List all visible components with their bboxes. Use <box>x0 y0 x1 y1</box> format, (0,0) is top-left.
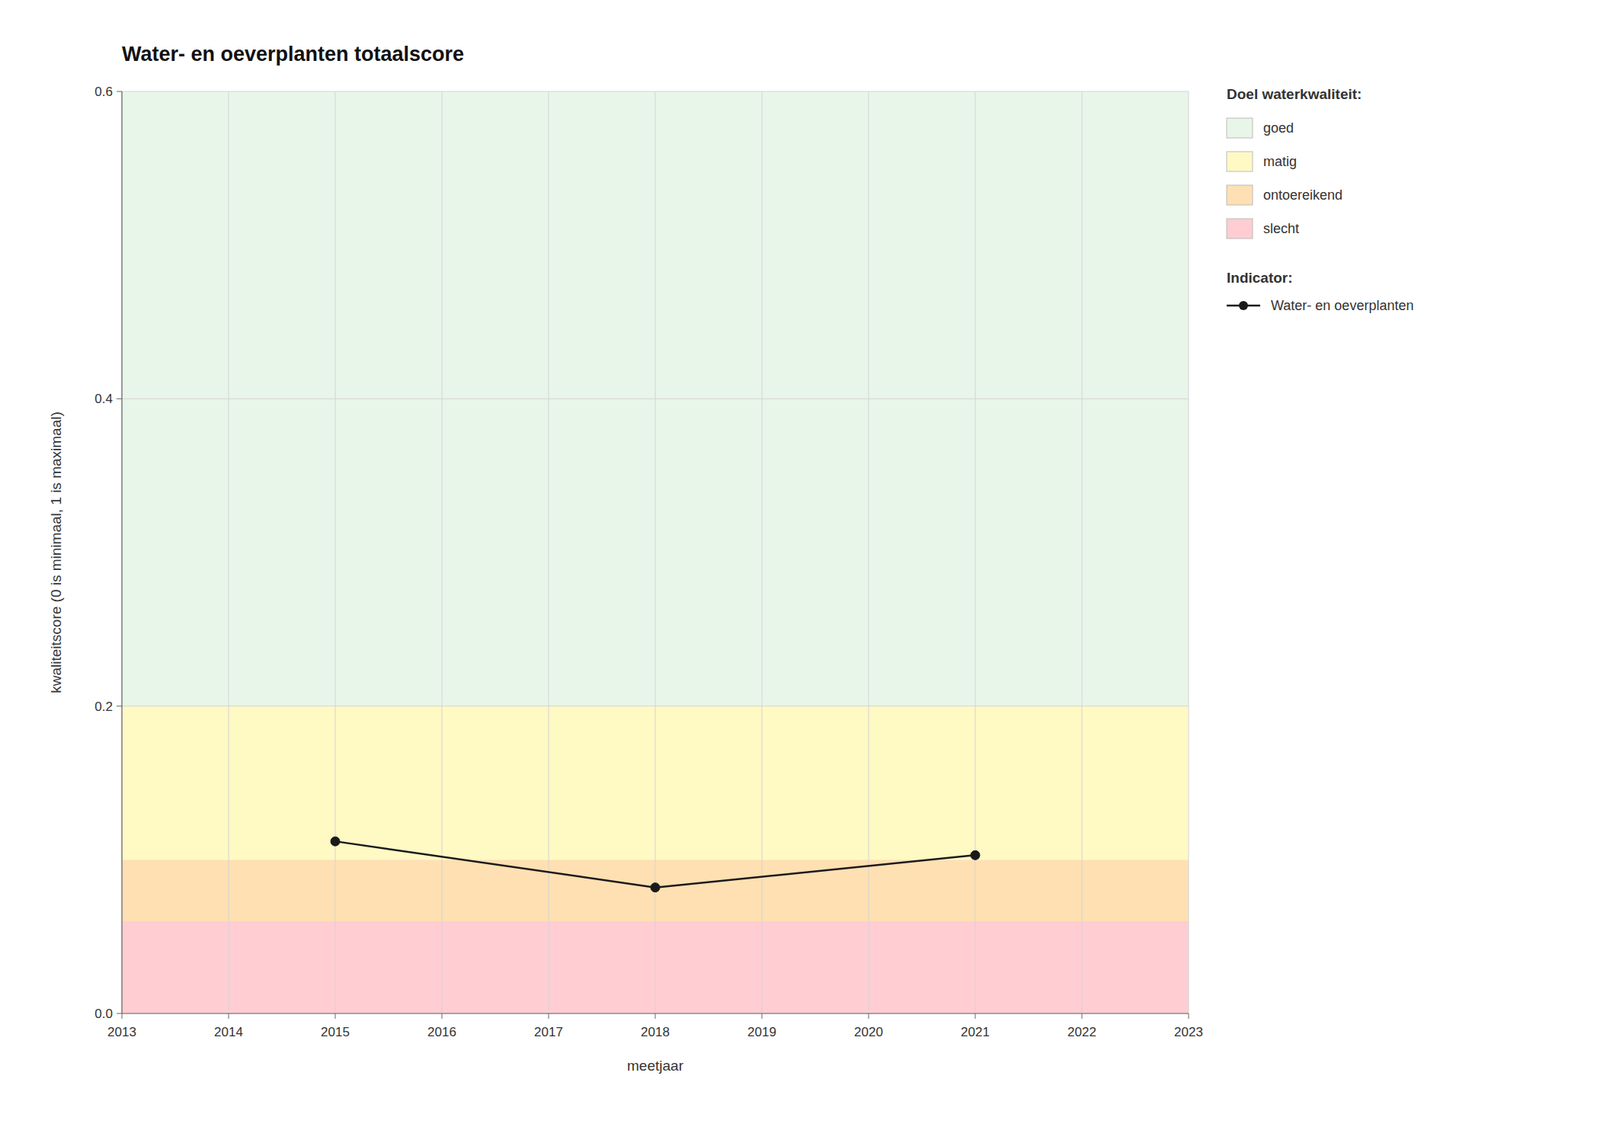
x-tick-label: 2017 <box>534 1024 564 1040</box>
legend-label: Water- en oeverplanten <box>1270 297 1414 314</box>
x-tick-label: 2015 <box>320 1024 350 1040</box>
legend-label: goed <box>1263 120 1294 136</box>
x-tick-label: 2023 <box>1174 1024 1204 1040</box>
x-tick-label: 2016 <box>427 1024 457 1040</box>
y-axis-line <box>121 91 122 1014</box>
legend-marker <box>1238 300 1248 311</box>
series <box>330 836 980 893</box>
grid-line-y <box>121 398 1189 400</box>
x-tick <box>335 1013 336 1019</box>
legend-swatch <box>1226 218 1253 239</box>
x-tick <box>1081 1013 1083 1019</box>
x-tick-label: 2020 <box>854 1024 884 1040</box>
x-tick-label: 2013 <box>107 1024 137 1040</box>
legend-label: matig <box>1263 153 1297 170</box>
legend-label: ontoereikend <box>1263 187 1343 203</box>
x-tick <box>228 1013 230 1019</box>
x-tick <box>655 1013 656 1019</box>
legend-swatch <box>1226 185 1253 205</box>
x-tick <box>868 1013 870 1019</box>
grid <box>121 91 1189 1014</box>
grid-line-x <box>1081 91 1083 1014</box>
grid-line-x <box>761 91 763 1014</box>
x-tick <box>548 1013 550 1019</box>
title: Water- en oeverplanten totaalscore <box>121 42 464 66</box>
grid-line-x <box>441 91 443 1014</box>
grid-line-x <box>1188 91 1190 1014</box>
x-tick-label: 2021 <box>960 1024 990 1040</box>
x-tick <box>121 1013 123 1019</box>
y-tick-label: 0.0 <box>94 1006 113 1021</box>
point <box>970 850 980 860</box>
x-tick-label: 2014 <box>214 1024 244 1040</box>
axes: 2013 2014 2015 2016 2017 2018 2019 2020 2021 2022… <box>94 84 1204 1040</box>
legend-swatch <box>1226 151 1253 172</box>
legend-swatch <box>1226 118 1253 138</box>
grid-line-x <box>868 91 870 1014</box>
y-tick <box>116 1013 122 1015</box>
legend: Doel waterkwaliteit: goed matig ontoereiken… <box>1226 86 1414 314</box>
grid-line-x <box>655 91 656 1014</box>
grid-line-x <box>228 91 230 1014</box>
x-tick <box>975 1013 976 1019</box>
x-tick-label: 2019 <box>747 1024 777 1040</box>
y-tick <box>116 705 122 707</box>
y-axis-label: kwaliteitscore (0 is minimaal, 1 is maxi… <box>48 411 64 694</box>
background <box>0 0 1600 1143</box>
y-tick <box>116 91 122 93</box>
grid-line-x <box>121 91 123 1014</box>
point <box>330 836 340 846</box>
legend-title: Indicator: <box>1226 269 1293 286</box>
x-tick <box>1188 1013 1190 1019</box>
y-tick-label: 0.2 <box>94 699 113 714</box>
point <box>650 883 660 893</box>
grid-line-x <box>335 91 336 1014</box>
bands <box>121 91 1189 1014</box>
grid-line-y <box>121 705 1189 707</box>
x-tick-label: 2018 <box>640 1024 670 1040</box>
x-tick-label: 2022 <box>1067 1024 1097 1040</box>
y-tick-label: 0.4 <box>94 391 113 407</box>
legend-label: slecht <box>1263 220 1300 237</box>
x-tick <box>441 1013 443 1019</box>
y-tick <box>116 398 122 400</box>
line <box>335 841 976 888</box>
y-tick-label: 0.6 <box>94 84 113 100</box>
x-axis-label: meetjaar <box>627 1057 685 1074</box>
legend-title: Doel waterkwaliteit: <box>1226 86 1362 103</box>
grid-line-x <box>975 91 976 1014</box>
grid-line-y <box>121 91 1189 93</box>
chart: 2013 2014 2015 2016 2017 2018 2019 2020 2021 2022… <box>0 0 1600 1143</box>
x-tick <box>761 1013 763 1019</box>
grid-line-x <box>548 91 550 1014</box>
